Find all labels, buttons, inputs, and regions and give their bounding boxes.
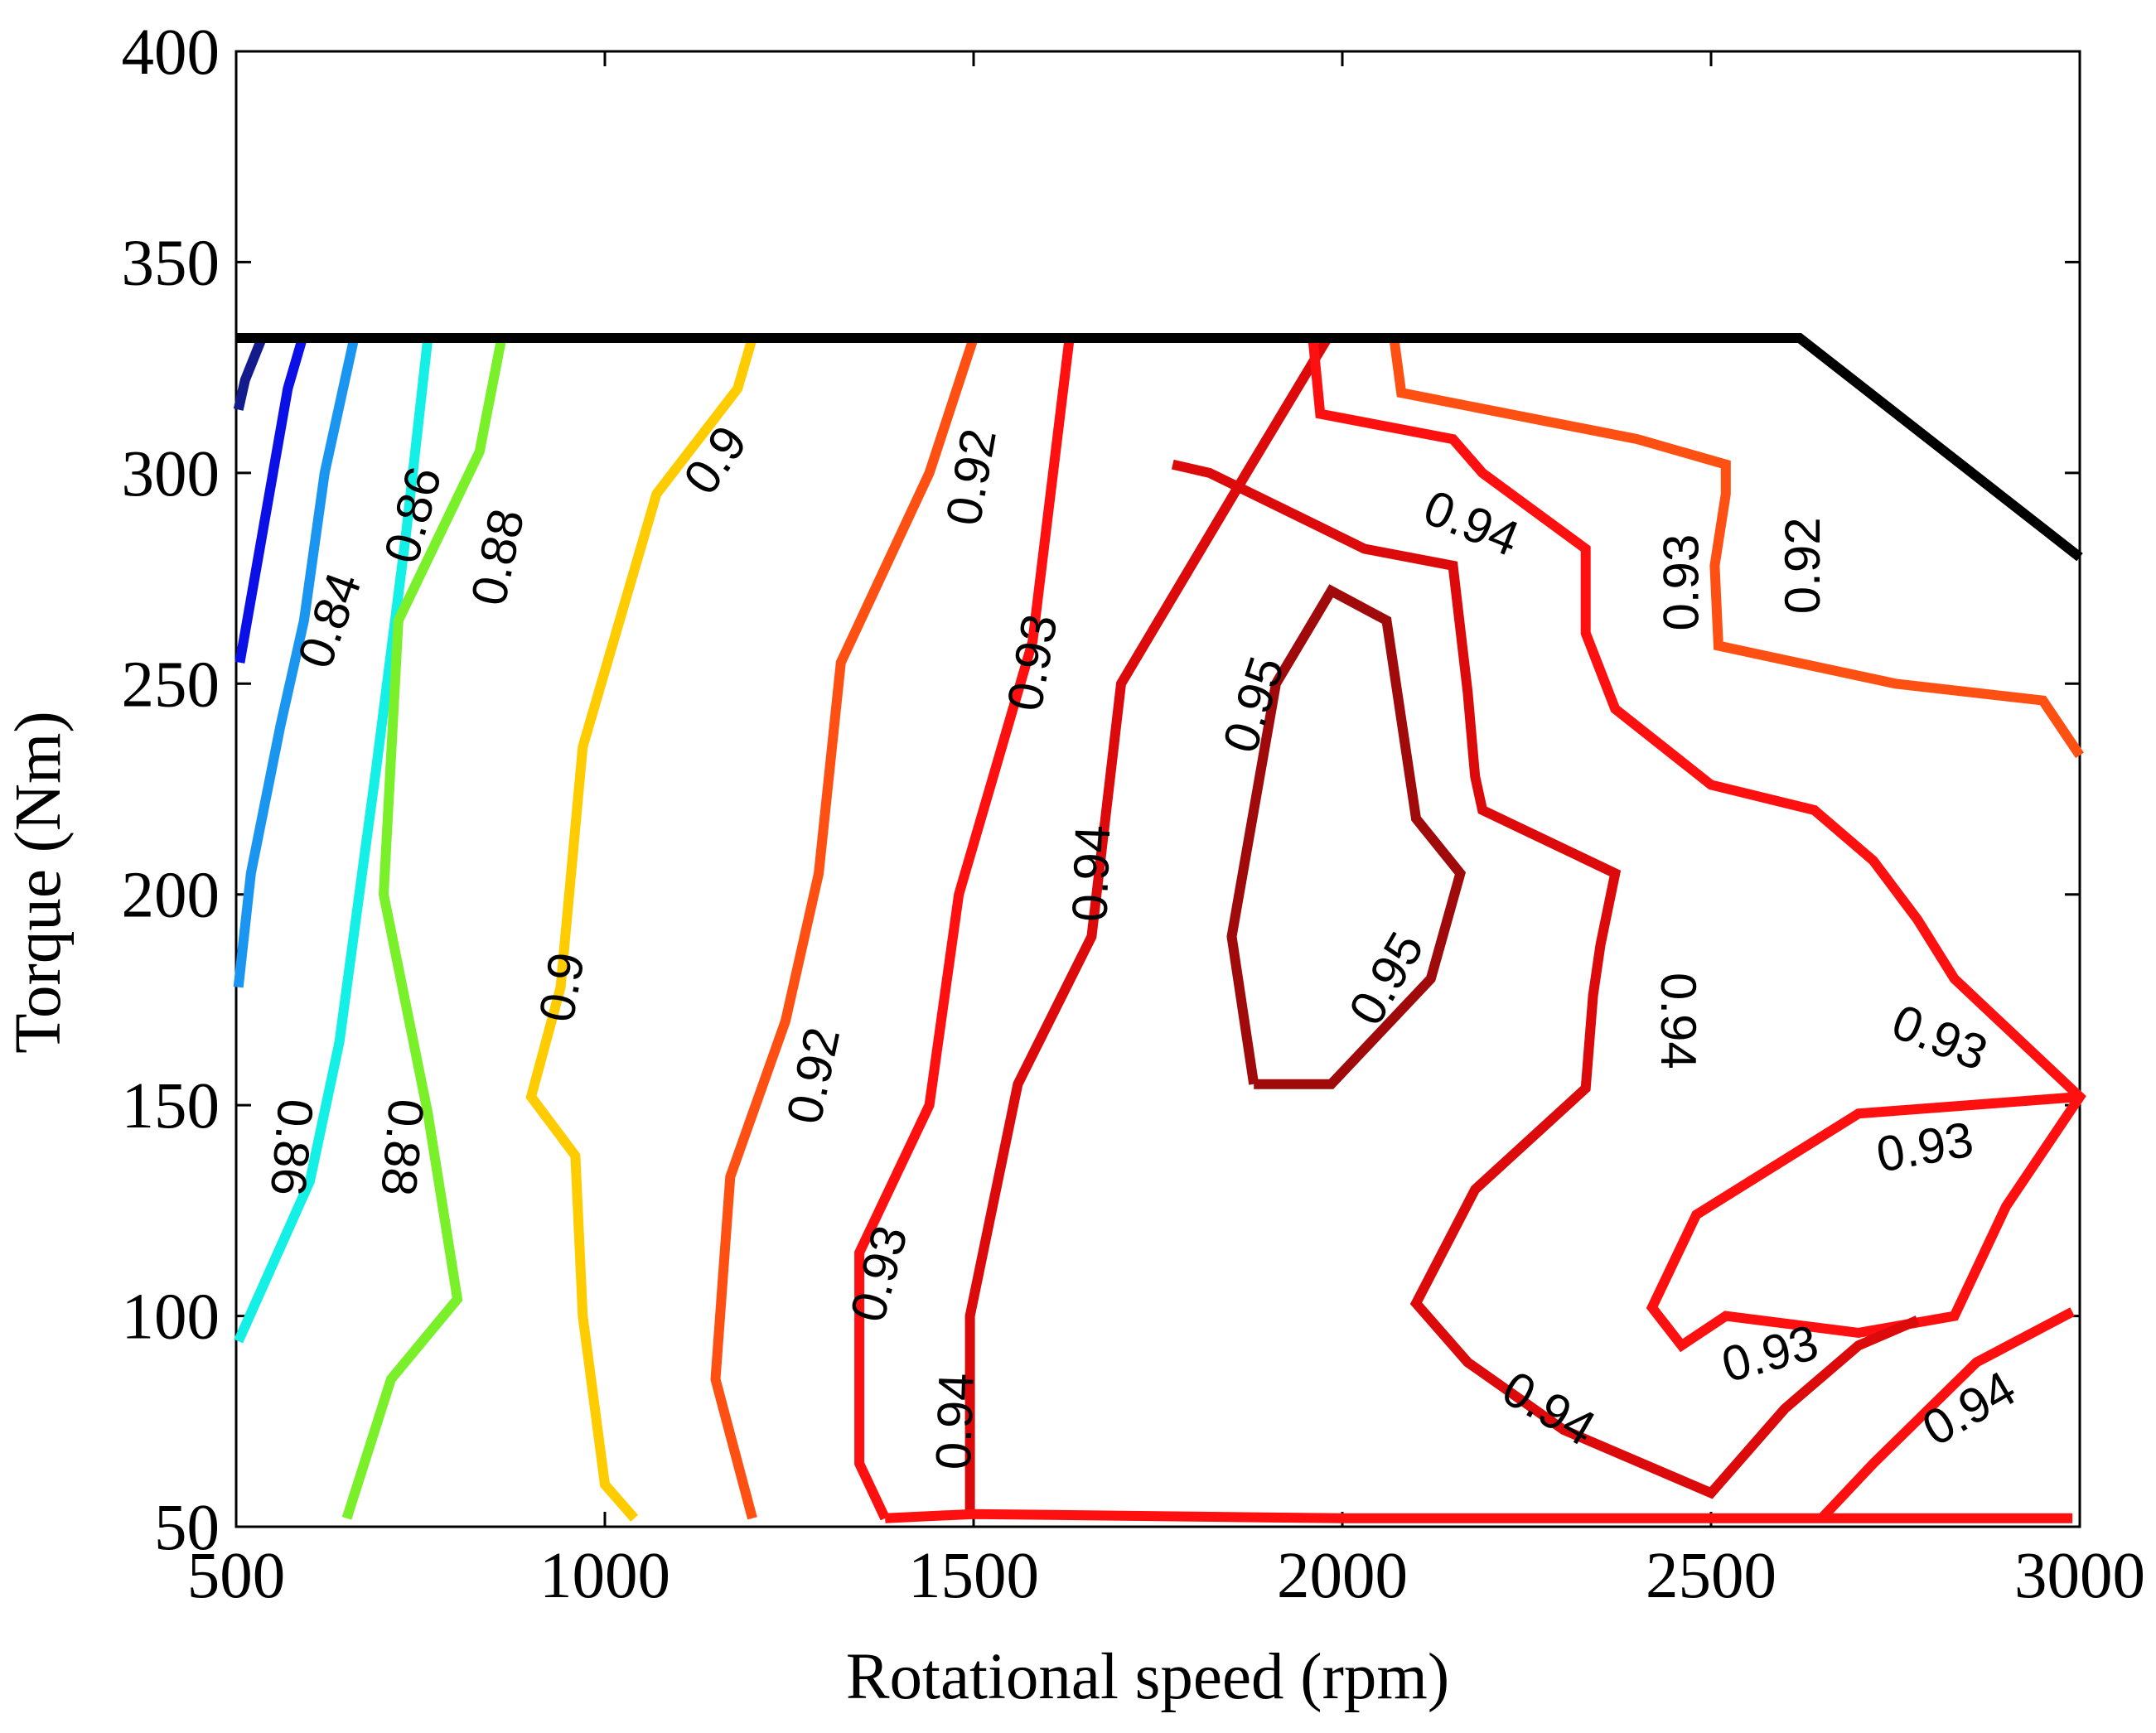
contour-label: 0.84 (287, 565, 372, 675)
x-tick-label: 500 (187, 1540, 286, 1612)
x-axis-title: Rotational speed (rpm) (846, 1641, 1449, 1713)
contour-label: 0.94 (1651, 973, 1706, 1069)
contour-label: 0.88 (461, 504, 535, 610)
contour-line-extra-1 (1308, 337, 2086, 1353)
y-tick-label: 300 (122, 438, 220, 510)
y-tick-label: 150 (122, 1070, 220, 1142)
contour-label: 0.9 (673, 416, 758, 504)
x-tick-label: 2500 (1646, 1540, 1777, 1612)
contour-label: 0.95 (1212, 650, 1295, 760)
contour-label: 0.88 (370, 1097, 434, 1198)
contour-label: 0.94 (926, 1372, 984, 1470)
contour-label: 0.86 (374, 461, 452, 569)
contour-line-extra-3 (884, 1509, 2073, 1523)
contour-label: 0.92 (776, 1022, 850, 1128)
y-tick-label: 400 (122, 17, 220, 89)
x-tick-label: 2000 (1277, 1540, 1408, 1612)
contour-label: 0.93 (839, 1219, 918, 1327)
plot-area: 500 1000 1500 2000 2500 3000 50 100 150 200 250 300… (122, 17, 2146, 1612)
contour-line-0_82 (233, 335, 267, 411)
y-tick-label: 100 (122, 1282, 220, 1354)
contour-line-0_95 (1226, 584, 1467, 1089)
torque-limit-line (236, 333, 2083, 562)
contour-label: 0.93 (1653, 534, 1709, 631)
contour-line-0_93 (854, 337, 1075, 1521)
contour-line-extra-0 (1389, 337, 2084, 759)
contour-line-0_83 (234, 336, 307, 664)
contour-line-0_94 (964, 335, 1332, 1518)
contour-label: 0.93 (997, 610, 1068, 715)
contour-line-0_92 (710, 336, 979, 1520)
contour-line-extra-2 (1171, 459, 1920, 1499)
y-tick-label: 250 (122, 649, 220, 721)
contour-label: 0.9 (529, 949, 595, 1026)
contour-line-extra-4 (1818, 1307, 2075, 1522)
y-tick-label: 350 (122, 227, 220, 299)
contour-line-0_9 (525, 336, 757, 1522)
contour-label: 0.93 (1716, 1314, 1824, 1393)
contour-label: 0.92 (1775, 517, 1830, 614)
y-tick-label: 200 (122, 860, 220, 932)
contour-line-0_84 (233, 336, 360, 988)
x-tick-label: 1000 (539, 1540, 670, 1612)
contour-label: 0.93 (1873, 1111, 1978, 1182)
axes-box (234, 50, 2081, 1528)
contour-label: 0.95 (1338, 923, 1434, 1035)
x-tick-label: 1500 (908, 1540, 1039, 1612)
contour-line-0_88 (341, 336, 507, 1520)
contour-line-0_86 (234, 337, 433, 1344)
contour-label: 0.86 (260, 1097, 324, 1198)
contour-label: 0.92 (935, 425, 1007, 530)
y-axis-title: Torque (Nm) (2, 711, 75, 1053)
y-tick-label: 50 (154, 1492, 220, 1564)
x-tick-label: 3000 (2014, 1540, 2145, 1612)
contour-label: 0.94 (1061, 824, 1120, 923)
